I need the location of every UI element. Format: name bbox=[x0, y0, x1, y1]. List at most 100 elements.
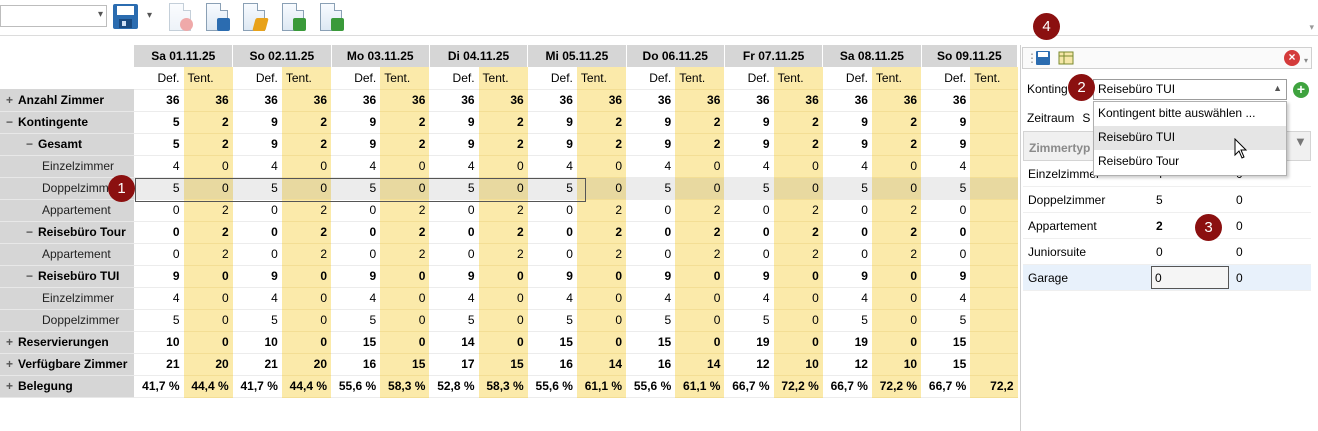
date-header[interactable]: Fr 07.11.25 bbox=[724, 45, 824, 67]
def-cell[interactable]: 9 bbox=[626, 133, 676, 156]
def-cell[interactable]: 4 bbox=[134, 287, 184, 310]
tent-cell[interactable]: 58,3 % bbox=[478, 375, 528, 398]
def-cell[interactable]: 4 bbox=[331, 287, 381, 310]
tent-cell[interactable]: 0 bbox=[183, 265, 233, 288]
def-cell[interactable]: 9 bbox=[232, 133, 282, 156]
zimmertyp-row[interactable]: Garage 0 0 bbox=[1023, 265, 1311, 291]
tent-cell[interactable]: 2 bbox=[773, 111, 823, 134]
grip-icon[interactable]: ⋮ bbox=[1026, 51, 1038, 65]
def-cell[interactable]: 5 bbox=[331, 309, 381, 332]
tent-cell[interactable]: 14 bbox=[675, 353, 725, 376]
def-cell[interactable]: 5 bbox=[429, 177, 479, 200]
def-cell[interactable]: 16 bbox=[626, 353, 676, 376]
def-cell[interactable]: 4 bbox=[822, 287, 872, 310]
tent-cell[interactable]: 0 bbox=[183, 177, 233, 200]
dropdown-option[interactable]: Reisebüro Tour bbox=[1098, 154, 1180, 168]
tent-cell[interactable]: 2 bbox=[281, 199, 332, 222]
tent-cell[interactable]: 0 bbox=[675, 177, 725, 200]
dropdown-option[interactable]: Kontingent bitte auswählen ... bbox=[1098, 106, 1256, 120]
def-cell[interactable]: 9 bbox=[626, 265, 676, 288]
def-value[interactable]: 2 bbox=[1156, 219, 1163, 233]
def-cell[interactable]: 9 bbox=[921, 111, 971, 134]
row-header[interactable]: + Verfügbare Zimmer bbox=[0, 353, 135, 376]
tent-cell[interactable]: 15 bbox=[380, 353, 430, 376]
tent-cell[interactable]: 2 bbox=[281, 221, 332, 244]
def-cell[interactable]: 5 bbox=[724, 309, 774, 332]
def-cell[interactable]: 4 bbox=[527, 155, 577, 178]
filter-icon[interactable]: ▼ bbox=[1294, 134, 1307, 149]
tent-cell[interactable]: 61,1 % bbox=[675, 375, 725, 398]
def-cell[interactable]: 5 bbox=[331, 177, 381, 200]
save-document-icon[interactable] bbox=[203, 2, 231, 32]
tent-cell[interactable]: 2 bbox=[576, 133, 627, 156]
def-cell[interactable]: 9 bbox=[921, 133, 971, 156]
tent-cell[interactable]: 0 bbox=[281, 309, 332, 332]
row-header[interactable]: Einzelzimmer bbox=[0, 287, 135, 310]
def-cell[interactable]: 9 bbox=[724, 133, 774, 156]
tent-cell[interactable]: 0 bbox=[478, 265, 528, 288]
def-cell[interactable]: 0 bbox=[429, 243, 479, 266]
def-cell[interactable]: 0 bbox=[724, 221, 774, 244]
def-cell[interactable]: 0 bbox=[429, 221, 479, 244]
def-cell[interactable]: 36 bbox=[626, 89, 676, 112]
tent-cell[interactable]: 2 bbox=[380, 133, 430, 156]
expand-icon[interactable]: + bbox=[6, 357, 14, 371]
lightning-document-icon[interactable] bbox=[240, 2, 269, 32]
def-cell[interactable]: 36 bbox=[527, 89, 577, 112]
tent-cell[interactable]: 0 bbox=[183, 155, 233, 178]
toolbar-overflow-icon[interactable]: ▾ bbox=[1309, 22, 1314, 32]
tent-cell[interactable]: 2 bbox=[183, 111, 233, 134]
tent-cell[interactable]: 0 bbox=[576, 265, 627, 288]
def-cell[interactable]: 21 bbox=[134, 353, 184, 376]
def-cell[interactable]: 16 bbox=[527, 353, 577, 376]
tent-cell[interactable]: 2 bbox=[281, 111, 332, 134]
expand-icon[interactable]: + bbox=[6, 379, 14, 393]
tent-value[interactable]: 0 bbox=[1236, 245, 1243, 259]
tent-cell[interactable]: 0 bbox=[183, 309, 233, 332]
def-cell[interactable]: 41,7 % bbox=[232, 375, 282, 398]
tent-cell[interactable]: 0 bbox=[380, 331, 430, 354]
row-header[interactable]: − Reisebüro TUI bbox=[0, 265, 135, 288]
tent-value[interactable]: 0 bbox=[1236, 193, 1243, 207]
tent-cell[interactable]: 0 bbox=[281, 331, 332, 354]
tent-cell[interactable]: 72,2 % bbox=[871, 375, 922, 398]
row-header[interactable]: Doppelzimmer bbox=[0, 177, 135, 200]
def-cell[interactable]: 36 bbox=[134, 89, 184, 112]
tent-cell[interactable]: 2 bbox=[871, 221, 922, 244]
def-cell[interactable]: 0 bbox=[134, 243, 184, 266]
tent-cell[interactable]: 0 bbox=[478, 155, 528, 178]
close-icon[interactable]: × bbox=[1284, 50, 1300, 66]
tent-cell[interactable]: 0 bbox=[675, 265, 725, 288]
def-cell[interactable]: 5 bbox=[134, 177, 184, 200]
def-cell[interactable]: 9 bbox=[331, 111, 381, 134]
tent-cell[interactable]: 36 bbox=[675, 89, 725, 112]
row-header[interactable]: + Anzahl Zimmer bbox=[0, 89, 135, 112]
def-cell[interactable]: 0 bbox=[724, 199, 774, 222]
tent-cell[interactable]: 0 bbox=[675, 309, 725, 332]
row-header[interactable]: − Gesamt bbox=[0, 133, 135, 156]
def-cell[interactable]: 9 bbox=[822, 133, 872, 156]
def-cell[interactable]: 36 bbox=[724, 89, 774, 112]
tent-cell[interactable]: 0 bbox=[675, 287, 725, 310]
tent-cell[interactable]: 2 bbox=[576, 221, 627, 244]
date-header[interactable]: Do 06.11.25 bbox=[626, 45, 725, 67]
tent-cell[interactable] bbox=[970, 177, 1018, 200]
def-cell[interactable]: 36 bbox=[822, 89, 872, 112]
def-cell[interactable]: 21 bbox=[232, 353, 282, 376]
def-cell[interactable]: 9 bbox=[724, 265, 774, 288]
expand-icon[interactable]: + bbox=[6, 92, 14, 107]
def-value[interactable]: 0 bbox=[1156, 245, 1163, 259]
def-cell[interactable]: 0 bbox=[626, 199, 676, 222]
def-cell[interactable]: 15 bbox=[527, 331, 577, 354]
tent-cell[interactable]: 2 bbox=[773, 243, 823, 266]
tent-cell[interactable]: 0 bbox=[380, 309, 430, 332]
def-cell[interactable]: 5 bbox=[921, 177, 971, 200]
tent-cell[interactable]: 2 bbox=[675, 221, 725, 244]
date-header[interactable]: Mo 03.11.25 bbox=[331, 45, 430, 67]
kontingent-select[interactable]: Reisebüro TUI ▲ bbox=[1093, 79, 1287, 100]
def-cell[interactable]: 36 bbox=[232, 89, 282, 112]
panel-table-icon[interactable] bbox=[1058, 50, 1074, 69]
def-cell[interactable]: 5 bbox=[822, 177, 872, 200]
dropdown-option[interactable]: Reisebüro TUI bbox=[1094, 126, 1286, 150]
tent-cell[interactable]: 2 bbox=[183, 199, 233, 222]
